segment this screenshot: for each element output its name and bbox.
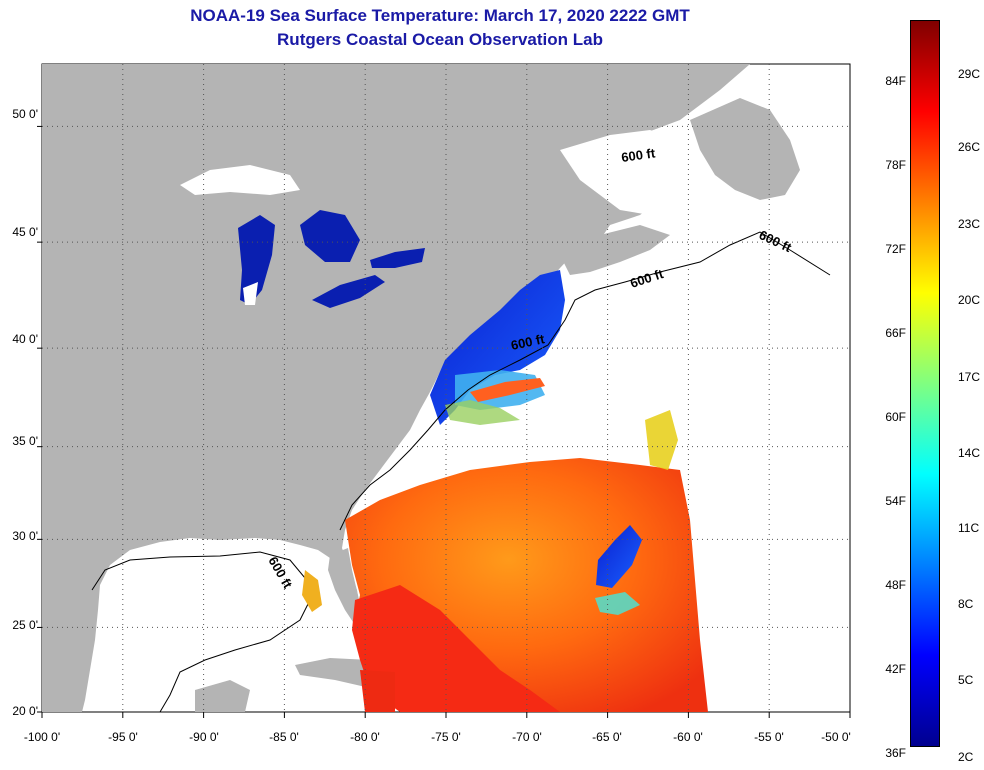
lake-huron — [300, 210, 360, 262]
colorbar-f-label: 36F — [885, 746, 906, 760]
lake-ontario — [370, 248, 425, 268]
colorbar-c-label: 8C — [958, 597, 974, 611]
colorbar-c-label: 26C — [958, 140, 981, 154]
sst-carib — [360, 670, 395, 712]
lon-label: -50 0' — [821, 730, 851, 744]
lake-erie — [312, 275, 385, 308]
contour-label: 600 ft — [510, 331, 547, 353]
colorbar-f-label: 54F — [885, 494, 906, 508]
colorbar-c-label: 17C — [958, 370, 981, 384]
lake-michigan — [238, 215, 275, 305]
sst-teal-patch — [595, 592, 640, 615]
lon-label: -60 0' — [673, 730, 703, 744]
colorbar-f-label: 78F — [885, 158, 906, 172]
contour-label: 600 ft — [620, 145, 656, 165]
colorbar-c-label: 5C — [958, 673, 974, 687]
lat-label: 45 0' — [12, 225, 38, 239]
map-subtitle: Rutgers Coastal Ocean Observation Lab — [277, 30, 603, 49]
land-nova-scotia — [560, 225, 670, 275]
lon-label: -75 0' — [431, 730, 461, 744]
lon-label: -80 0' — [350, 730, 380, 744]
colorbar-c-label: 23C — [958, 217, 981, 231]
graticule — [42, 64, 850, 712]
color-bar — [910, 20, 940, 747]
lat-label: 50 0' — [12, 107, 38, 121]
lon-label: -70 0' — [512, 730, 542, 744]
lon-label: -95 0' — [108, 730, 138, 744]
land-north-america — [42, 64, 750, 712]
colorbar-f-label: 60F — [885, 410, 906, 424]
colorbar-c-label: 11C — [958, 521, 980, 535]
lat-label: 25 0' — [12, 618, 38, 632]
colorbar-c-label: 29C — [958, 67, 981, 81]
colorbar-f-label: 66F — [885, 326, 906, 340]
gulf-st-lawrence — [560, 130, 700, 215]
sst-green-edge — [445, 400, 520, 425]
map-title: NOAA-19 Sea Surface Temperature: March 1… — [190, 6, 690, 25]
sst-warm-filament — [470, 378, 545, 402]
lon-label: -85 0' — [269, 730, 299, 744]
colorbar-f-label: 84F — [885, 74, 906, 88]
sst-yellow-patch — [645, 410, 678, 470]
colorbar-c-label: 20C — [958, 293, 981, 307]
colorbar-c-label: 14C — [958, 446, 981, 460]
colorbar-f-label: 48F — [885, 578, 906, 592]
lat-label: 40 0' — [12, 332, 38, 346]
lake-michigan-south — [243, 282, 258, 305]
shelf-contour-atlantic — [339, 231, 831, 531]
sst-yellow-florida — [302, 570, 322, 612]
sst-cool-eddy — [596, 525, 642, 588]
lon-label: -90 0' — [189, 730, 219, 744]
land-yucatan — [195, 680, 250, 712]
lon-label: -100 0' — [23, 730, 61, 744]
lake-superior — [180, 165, 300, 195]
colorbar-c-label: 2C — [958, 750, 974, 764]
lat-label: 20 0' — [12, 704, 38, 718]
lat-label: 35 0' — [12, 434, 38, 448]
axis-ticks — [37, 125, 851, 718]
lat-label: 30 0' — [12, 529, 38, 543]
lon-label: -55 0' — [754, 730, 784, 744]
lon-label: -65 0' — [592, 730, 622, 744]
colorbar-f-label: 72F — [885, 242, 906, 256]
sst-hot-straits — [352, 585, 560, 712]
colorbar-f-label: 42F — [885, 662, 906, 676]
land-newfoundland — [690, 98, 800, 200]
land-florida — [328, 548, 362, 625]
